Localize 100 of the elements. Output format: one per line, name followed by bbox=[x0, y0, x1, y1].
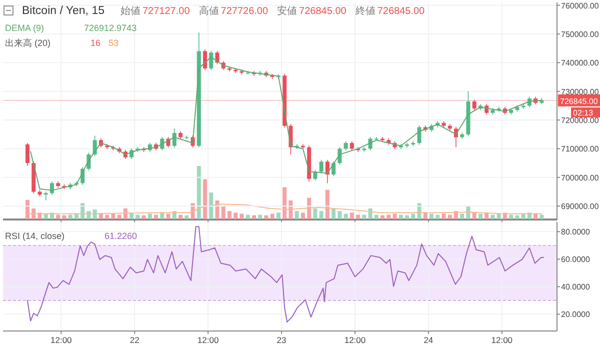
annotation: 高値 727726.00 bbox=[198, 5, 268, 17]
y-tick-label: 60.0000 bbox=[561, 255, 590, 264]
bar bbox=[534, 214, 538, 219]
candlestick bbox=[350, 140, 354, 151]
candlestick bbox=[472, 99, 476, 111]
x-tick-label: 24 bbox=[424, 335, 434, 345]
bar bbox=[221, 206, 226, 219]
bar bbox=[209, 192, 214, 219]
bar bbox=[111, 214, 116, 219]
bar bbox=[423, 212, 428, 219]
y-tick-label: 740000.00 bbox=[561, 58, 600, 68]
bar bbox=[25, 200, 30, 219]
bar bbox=[178, 214, 183, 219]
candlestick bbox=[344, 140, 348, 151]
y-tick-label: 690000.00 bbox=[561, 202, 600, 212]
bar bbox=[44, 214, 48, 219]
bar bbox=[160, 212, 164, 219]
bar bbox=[184, 215, 189, 219]
annotation: 始値 727127.00 bbox=[120, 5, 190, 17]
bar bbox=[68, 214, 72, 219]
annotation: 53 bbox=[108, 38, 119, 48]
x-tick-label: 12:00 bbox=[50, 335, 72, 345]
candlestick bbox=[332, 160, 336, 177]
bar bbox=[398, 214, 403, 219]
candlestick bbox=[417, 125, 422, 146]
bar bbox=[154, 214, 158, 219]
bar bbox=[386, 214, 391, 219]
bar bbox=[166, 214, 170, 219]
y-tick-label: 760000.00 bbox=[561, 1, 600, 10]
candlestick bbox=[44, 191, 48, 201]
bar bbox=[300, 212, 305, 219]
annotation: 終値 726845.00 bbox=[354, 5, 426, 17]
candlestick bbox=[172, 128, 176, 148]
bar bbox=[270, 214, 274, 219]
candlestick bbox=[209, 50, 214, 71]
bar bbox=[105, 214, 110, 219]
bar bbox=[472, 212, 476, 219]
bar bbox=[227, 211, 232, 219]
bar bbox=[56, 214, 60, 219]
y-tick-label: 80.0000 bbox=[561, 228, 590, 237]
chart-title: 出来高 (20) bbox=[5, 38, 51, 48]
annotation: 726912.9743 bbox=[84, 23, 137, 33]
candlestick bbox=[319, 160, 324, 174]
bar bbox=[142, 215, 146, 219]
bar bbox=[196, 166, 201, 219]
bar bbox=[411, 214, 416, 219]
x-tick-label: 22 bbox=[130, 335, 140, 345]
bar bbox=[294, 211, 299, 219]
bar bbox=[282, 187, 287, 219]
bar bbox=[509, 214, 514, 219]
bar bbox=[203, 179, 208, 219]
x-tick-label: 12:00 bbox=[491, 335, 513, 345]
y-tick-label: 40.0000 bbox=[561, 282, 590, 292]
bar bbox=[276, 212, 280, 219]
bar bbox=[307, 198, 312, 219]
bar bbox=[117, 214, 122, 219]
bar bbox=[356, 214, 360, 219]
bar bbox=[515, 215, 520, 219]
bar bbox=[246, 214, 250, 219]
ref-line-label: 726845.00 bbox=[560, 96, 598, 106]
annotation: 16 bbox=[90, 38, 101, 48]
bar bbox=[540, 214, 544, 219]
bar bbox=[442, 214, 446, 219]
text: RSI (14, close) bbox=[5, 231, 65, 241]
bar bbox=[350, 212, 354, 219]
annotation: 61.2260 bbox=[104, 231, 138, 241]
chart-title: Bitcoin / Yen, 15 bbox=[22, 5, 104, 17]
bar bbox=[496, 214, 501, 219]
bar bbox=[319, 211, 324, 219]
y-tick-label: 720000.00 bbox=[561, 116, 600, 126]
annotation: 安値 726845.00 bbox=[277, 5, 347, 17]
bar bbox=[98, 214, 103, 219]
bar bbox=[405, 215, 410, 219]
bar bbox=[74, 214, 78, 219]
y-tick-label: 750000.00 bbox=[561, 30, 600, 39]
text: 02:13 bbox=[573, 108, 594, 118]
y-tick-label: 730000.00 bbox=[561, 87, 600, 96]
bar bbox=[448, 214, 452, 219]
bar bbox=[313, 208, 318, 219]
y-tick-label: 20.0000 bbox=[561, 310, 590, 320]
bar bbox=[374, 214, 378, 219]
bar bbox=[258, 214, 262, 219]
bar bbox=[148, 214, 152, 219]
bar bbox=[380, 215, 385, 219]
candlestick bbox=[25, 142, 30, 166]
bar bbox=[325, 190, 330, 219]
bar bbox=[62, 215, 66, 219]
candlestick bbox=[203, 49, 208, 71]
bar bbox=[252, 215, 256, 219]
candlestick bbox=[338, 146, 342, 166]
x-tick-label: 23 bbox=[276, 335, 287, 345]
bar bbox=[490, 214, 495, 219]
y-tick-label: 700000.00 bbox=[561, 173, 600, 182]
bar bbox=[344, 214, 348, 219]
y-tick-label: 710000.00 bbox=[561, 144, 600, 154]
bar bbox=[240, 214, 244, 219]
text: DEMA (9) bbox=[5, 23, 44, 33]
bar bbox=[264, 215, 268, 219]
bar bbox=[430, 214, 434, 219]
bar bbox=[478, 214, 482, 219]
